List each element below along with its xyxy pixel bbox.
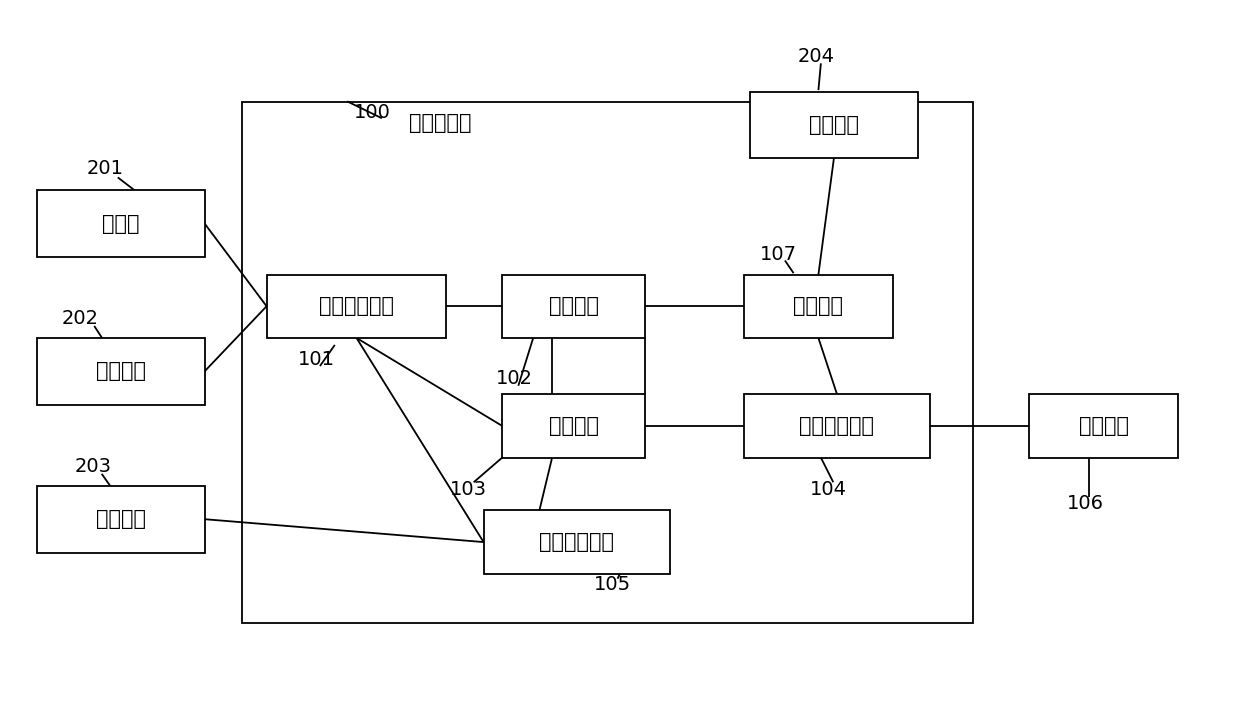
Text: 107: 107 (760, 246, 797, 264)
Text: 灯光模块: 灯光模块 (1079, 416, 1128, 436)
Text: 201: 201 (87, 160, 124, 178)
Bar (242, 102, 973, 623)
Text: 信号切换模块: 信号切换模块 (319, 296, 394, 316)
Bar (502, 394, 645, 458)
Bar (37, 190, 205, 257)
Text: 原车屏: 原车屏 (102, 213, 140, 234)
Text: 氛围灯主机: 氛围灯主机 (409, 113, 471, 133)
Bar (37, 486, 205, 553)
Text: 灯光驱动模块: 灯光驱动模块 (800, 416, 874, 436)
Bar (37, 338, 205, 405)
Bar (502, 275, 645, 338)
Text: 103: 103 (450, 480, 487, 498)
Text: 100: 100 (353, 103, 391, 122)
Bar (484, 510, 670, 574)
Text: 101: 101 (298, 350, 335, 368)
Text: 汽车总线: 汽车总线 (95, 509, 146, 529)
Text: 102: 102 (496, 370, 533, 388)
Bar (744, 275, 893, 338)
Text: 204: 204 (797, 47, 835, 65)
Text: 处理模块: 处理模块 (548, 416, 599, 436)
Text: 原车主机: 原车主机 (95, 361, 146, 382)
Bar (744, 394, 930, 458)
Text: 汽车电源: 汽车电源 (808, 115, 859, 135)
Text: 总线检测模块: 总线检测模块 (539, 532, 614, 552)
Text: 屏驱模块: 屏驱模块 (548, 296, 599, 316)
Text: 降压模块: 降压模块 (794, 296, 843, 316)
Text: 105: 105 (594, 575, 631, 593)
Text: 106: 106 (1066, 494, 1104, 513)
Text: 203: 203 (74, 457, 112, 475)
Text: 202: 202 (62, 309, 99, 327)
Bar (750, 92, 918, 158)
Bar (1029, 394, 1178, 458)
Bar (267, 275, 446, 338)
Text: 104: 104 (810, 480, 847, 498)
